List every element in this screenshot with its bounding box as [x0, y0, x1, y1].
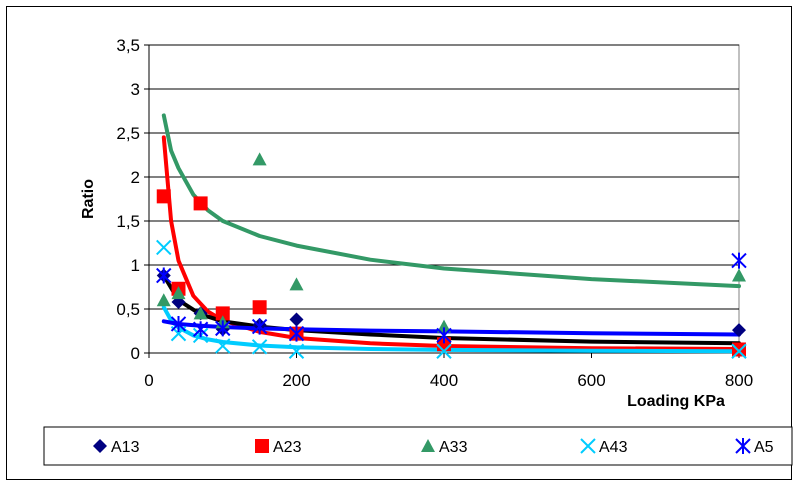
y-tick-label: 1 [131, 256, 140, 275]
x-tick-label: 600 [577, 371, 605, 390]
legend-label-a53: A5 [754, 439, 774, 456]
plot-area [149, 45, 739, 353]
data-point-a23 [253, 300, 267, 314]
x-tick-label: 200 [282, 371, 310, 390]
data-point-a23 [157, 189, 171, 203]
x-axis-title: Loading KPa [627, 393, 725, 410]
legend-label-a33: A33 [439, 439, 468, 456]
legend-marker-a23 [255, 439, 269, 453]
y-tick-label: 2,5 [116, 124, 140, 143]
legend-label-a43: A43 [599, 439, 628, 456]
data-point-a23 [194, 196, 208, 210]
y-tick-label: 3,5 [116, 36, 140, 55]
y-tick-label: 2 [131, 168, 140, 187]
y-axis-title: Ratio [80, 179, 97, 219]
x-tick-label: 800 [725, 371, 753, 390]
x-tick-label: 0 [144, 371, 153, 390]
y-tick-label: 0,5 [116, 300, 140, 319]
data-point-a23 [732, 342, 746, 356]
x-tick-label: 400 [430, 371, 458, 390]
y-tick-label: 3 [131, 80, 140, 99]
legend-label-a23: A23 [273, 439, 302, 456]
y-tick-label: 1,5 [116, 212, 140, 231]
legend-box [44, 427, 792, 465]
y-tick-label: 0 [131, 344, 140, 363]
legend-label-a13: A13 [111, 439, 140, 456]
